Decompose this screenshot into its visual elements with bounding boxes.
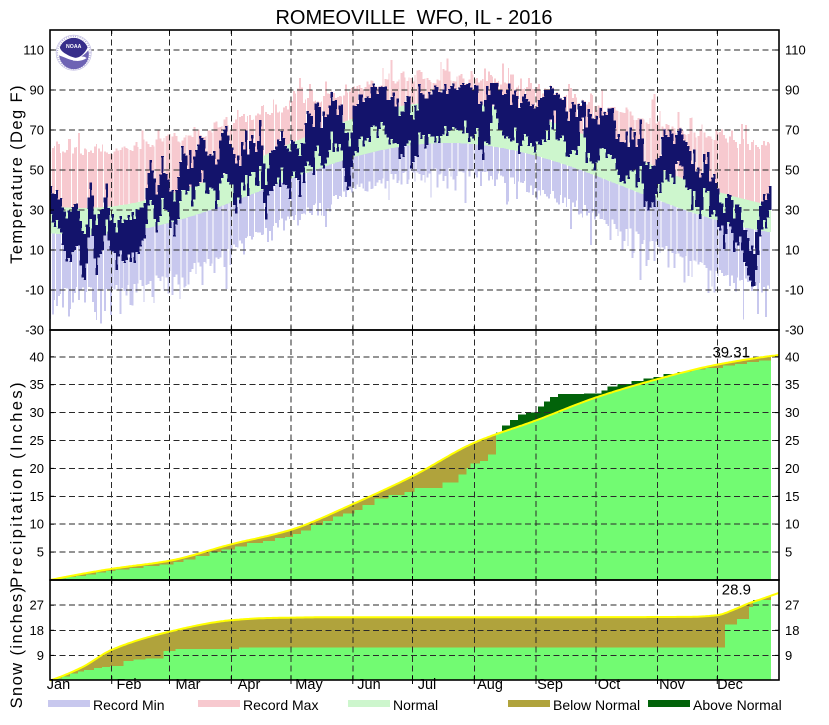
svg-text:Precipitation (Inches): Precipitation (Inches): [8, 380, 26, 588]
svg-text:Temperature (Deg F): Temperature (Deg F): [8, 84, 26, 264]
svg-text:15: 15: [30, 489, 44, 504]
svg-text:-30: -30: [25, 323, 44, 338]
svg-text:9: 9: [37, 648, 44, 663]
svg-text:27: 27: [30, 598, 44, 613]
svg-text:110: 110: [785, 43, 806, 58]
svg-text:5: 5: [785, 545, 792, 560]
svg-text:30: 30: [785, 405, 799, 420]
svg-text:Below Normal: Below Normal: [553, 697, 640, 713]
svg-text:Nov: Nov: [659, 677, 686, 693]
svg-text:35: 35: [785, 377, 799, 392]
svg-text:Jan: Jan: [47, 677, 70, 693]
svg-text:40: 40: [785, 349, 799, 364]
svg-text:15: 15: [785, 489, 799, 504]
svg-text:Feb: Feb: [117, 677, 142, 693]
svg-text:Apr: Apr: [238, 677, 261, 693]
svg-text:28.9: 28.9: [722, 582, 751, 599]
svg-text:-30: -30: [785, 323, 804, 338]
svg-text:Mar: Mar: [176, 677, 201, 693]
svg-text:Jun: Jun: [357, 677, 380, 693]
svg-text:39.31: 39.31: [712, 344, 750, 361]
svg-text:Record Max: Record Max: [243, 697, 318, 713]
svg-text:-10: -10: [785, 283, 804, 298]
svg-text:Above Normal: Above Normal: [693, 697, 782, 713]
svg-text:-10: -10: [25, 283, 44, 298]
svg-text:30: 30: [785, 203, 799, 218]
svg-text:20: 20: [30, 461, 44, 476]
svg-text:Snow (inches): Snow (inches): [8, 586, 26, 709]
svg-text:70: 70: [785, 123, 799, 138]
svg-text:NOAA: NOAA: [66, 44, 82, 50]
svg-text:May: May: [295, 677, 323, 693]
svg-text:50: 50: [785, 163, 799, 178]
svg-text:110: 110: [23, 43, 44, 58]
svg-text:30: 30: [30, 405, 44, 420]
svg-text:90: 90: [30, 83, 44, 98]
svg-text:Record Min: Record Min: [93, 697, 165, 713]
svg-text:18: 18: [30, 623, 44, 638]
svg-text:10: 10: [785, 243, 799, 258]
svg-text:Dec: Dec: [717, 677, 743, 693]
svg-text:27: 27: [785, 598, 799, 613]
svg-text:25: 25: [785, 433, 799, 448]
svg-text:70: 70: [30, 123, 44, 138]
svg-text:Sep: Sep: [537, 677, 563, 693]
svg-text:9: 9: [785, 648, 792, 663]
svg-text:Normal: Normal: [393, 697, 438, 713]
svg-text:35: 35: [30, 377, 44, 392]
svg-text:Jul: Jul: [418, 677, 437, 693]
svg-text:40: 40: [30, 349, 44, 364]
svg-text:ROMEOVILLE WFO, IL - 2016: ROMEOVILLE WFO, IL - 2016: [275, 7, 552, 29]
svg-text:10: 10: [30, 517, 44, 532]
svg-text:10: 10: [30, 243, 44, 258]
svg-text:90: 90: [785, 83, 799, 98]
svg-text:50: 50: [30, 163, 44, 178]
svg-text:Aug: Aug: [477, 677, 503, 693]
svg-text:30: 30: [30, 203, 44, 218]
svg-text:10: 10: [785, 517, 799, 532]
svg-text:5: 5: [37, 545, 44, 560]
svg-text:Oct: Oct: [598, 677, 621, 693]
svg-text:25: 25: [30, 433, 44, 448]
svg-text:18: 18: [785, 623, 799, 638]
svg-text:20: 20: [785, 461, 799, 476]
